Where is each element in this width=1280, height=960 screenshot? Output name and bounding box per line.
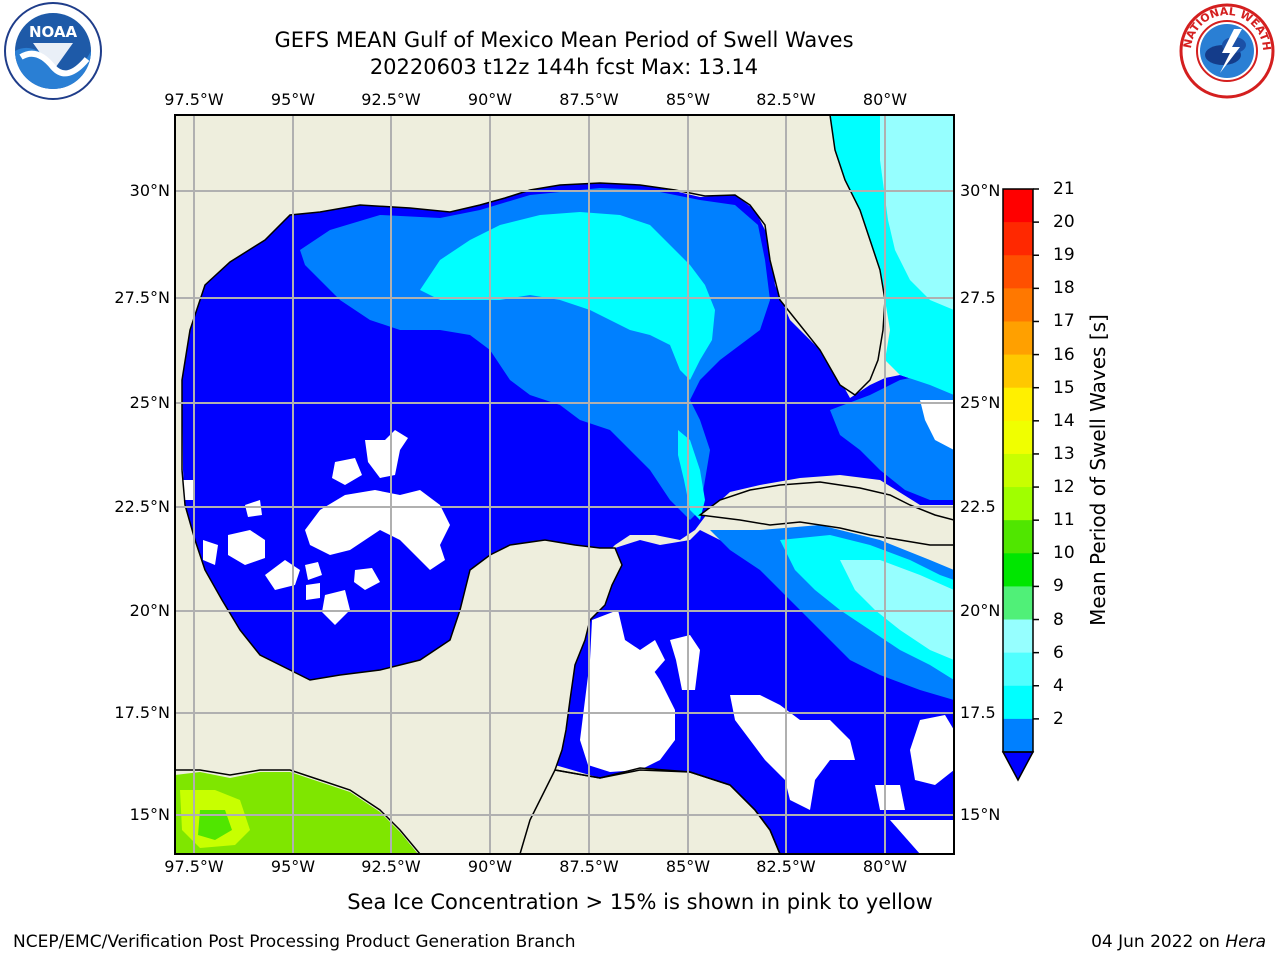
colorbar-extend-arrow bbox=[1001, 751, 1035, 782]
colorbar-label: 19 bbox=[1053, 245, 1075, 266]
colorbar-label: 6 bbox=[1053, 642, 1064, 663]
footer-machine: Hera bbox=[1225, 932, 1266, 952]
colorbar-segment bbox=[1003, 586, 1033, 621]
colorbar-segment bbox=[1003, 420, 1033, 455]
swell-field-8-9s bbox=[880, 115, 954, 310]
lat-tick-left: 17.5°N bbox=[114, 703, 170, 722]
lon-tick-top: 97.5°W bbox=[164, 90, 224, 109]
lat-tick-left: 20°N bbox=[129, 601, 170, 620]
colorbar-segment bbox=[1003, 652, 1033, 687]
lat-tick-right: 15°N bbox=[960, 805, 1001, 824]
swell-field-6-8s-strip bbox=[678, 430, 705, 520]
lat-tick-right: 17.5 bbox=[960, 703, 996, 722]
lat-tick-right: 25°N bbox=[960, 393, 1001, 412]
colorbar-segment bbox=[1003, 453, 1033, 488]
lon-tick-bottom: 95°W bbox=[270, 857, 316, 876]
lon-tick-top: 95°W bbox=[270, 90, 316, 109]
colorbar-label: 9 bbox=[1053, 576, 1064, 597]
colorbar-label: 17 bbox=[1053, 311, 1075, 332]
colorbar-segment bbox=[1003, 520, 1033, 554]
lat-tick-left: 30°N bbox=[129, 181, 170, 200]
lon-tick-top: 80°W bbox=[862, 90, 908, 109]
colorbar-segment bbox=[1003, 189, 1033, 223]
lon-tick-bottom: 80°W bbox=[862, 857, 908, 876]
colorbar-label: 13 bbox=[1053, 443, 1075, 464]
chart-subtitle: 20220603 t12z 144h fcst Max: 13.14 bbox=[369, 55, 759, 79]
colorbar-label: 18 bbox=[1053, 278, 1075, 299]
footer-credit: NCEP/EMC/Verification Post Processing Pr… bbox=[13, 932, 576, 952]
colorbar-label: 10 bbox=[1053, 543, 1075, 564]
lat-tick-left: 22.5°N bbox=[114, 497, 170, 516]
colorbar-label: 2 bbox=[1053, 708, 1064, 729]
colorbar-frame bbox=[1002, 188, 1034, 753]
noaa-logo-text: NOAA bbox=[29, 23, 78, 41]
lat-tick-left: 27.5°N bbox=[114, 288, 170, 307]
colorbar-segment bbox=[1003, 255, 1033, 289]
colorbar-label: 4 bbox=[1053, 675, 1064, 696]
colorbar-label: 16 bbox=[1053, 344, 1075, 365]
lon-tick-bottom: 82.5°W bbox=[756, 857, 816, 876]
swell-field-6-8s bbox=[420, 212, 715, 380]
colorbar-label: 12 bbox=[1053, 477, 1075, 498]
lon-tick-top: 82.5°W bbox=[756, 90, 816, 109]
colorbar-segment bbox=[1003, 487, 1033, 521]
swell-field-land-green-inner bbox=[198, 810, 232, 840]
nws-logo: NATIONAL WEATHER SERVICE bbox=[1176, 1, 1275, 99]
lat-tick-right: 27.5 bbox=[960, 288, 996, 307]
sea-ice-note: Sea Ice Concentration > 15% is shown in … bbox=[0, 890, 1280, 914]
colorbar-label: 8 bbox=[1053, 609, 1064, 630]
colorbar-segment bbox=[1003, 321, 1033, 356]
lat-tick-left: 25°N bbox=[129, 393, 170, 412]
sea-ice-note-text: Sea Ice Concentration > 15% is shown in … bbox=[347, 890, 933, 914]
colorbar-label: 21 bbox=[1053, 179, 1075, 199]
lon-tick-top: 85°W bbox=[665, 90, 711, 109]
lon-tick-top: 87.5°W bbox=[559, 90, 619, 109]
lon-tick-bottom: 97.5°W bbox=[164, 857, 224, 876]
lat-tick-right: 20°N bbox=[960, 601, 1001, 620]
lat-tick-right: 30°N bbox=[960, 181, 1001, 200]
footer-date-text: 04 Jun 2022 on bbox=[1091, 932, 1226, 952]
footer-date: 04 Jun 2022 on Hera bbox=[1091, 932, 1266, 952]
graticule bbox=[175, 115, 954, 854]
lon-tick-bottom: 90°W bbox=[467, 857, 513, 876]
colorbar-segment bbox=[1003, 387, 1033, 422]
colorbar-segment bbox=[1003, 354, 1033, 389]
colorbar-segment bbox=[1003, 619, 1033, 654]
colorbar-label: 15 bbox=[1053, 377, 1075, 398]
lon-tick-bottom: 87.5°W bbox=[559, 857, 619, 876]
colorbar-segment bbox=[1003, 553, 1033, 587]
colorbar-segment bbox=[1003, 718, 1033, 753]
lat-tick-left: 15°N bbox=[129, 805, 170, 824]
chart-title: GEFS MEAN Gulf of Mexico Mean Period of … bbox=[274, 28, 854, 52]
coastline bbox=[175, 115, 954, 854]
lon-tick-top: 90°W bbox=[467, 90, 513, 109]
colorbar-label: 20 bbox=[1053, 212, 1075, 233]
lat-tick-right: 22.5 bbox=[960, 497, 996, 516]
colorbar-segment bbox=[1003, 288, 1033, 322]
lon-tick-bottom: 85°W bbox=[665, 857, 711, 876]
colorbar-label: 14 bbox=[1053, 410, 1075, 431]
lon-tick-bottom: 92.5°W bbox=[361, 857, 421, 876]
colorbar-segment bbox=[1003, 222, 1033, 256]
map-frame bbox=[174, 114, 955, 855]
no-data-patches bbox=[183, 400, 954, 854]
swell-field-caribbean-6-8s bbox=[780, 535, 954, 680]
noaa-logo: NOAA bbox=[4, 2, 102, 100]
colorbar-label: 11 bbox=[1053, 510, 1075, 531]
swell-field-caribbean-2-4s bbox=[580, 540, 954, 854]
colorbar-title: Mean Period of Swell Waves [s] bbox=[1086, 314, 1110, 626]
lon-tick-top: 92.5°W bbox=[361, 90, 421, 109]
colorbar-segment bbox=[1003, 685, 1033, 720]
